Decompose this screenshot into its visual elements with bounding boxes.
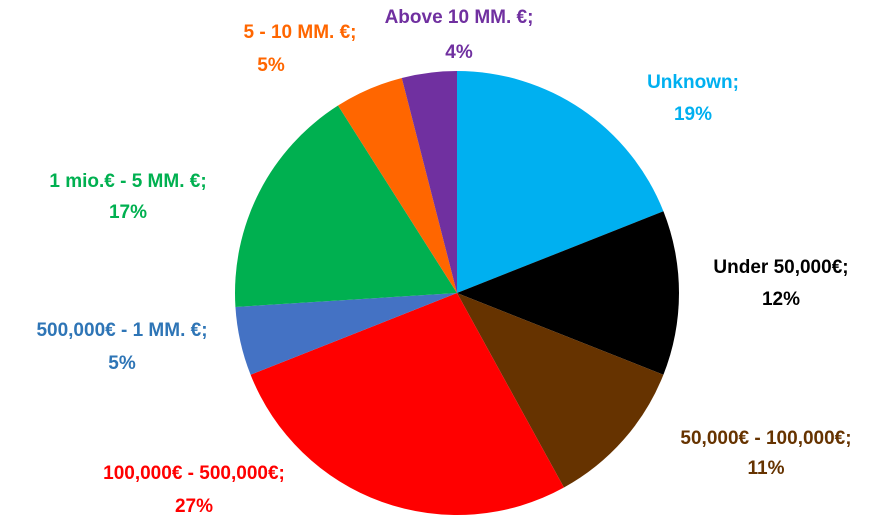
slice-value-label: 5% <box>257 55 285 76</box>
pie-slice <box>401 71 457 293</box>
slice-value-label: 5% <box>108 353 136 374</box>
slice-label: 1 mio.€ - 5 MM. €; <box>49 171 206 192</box>
slice-value-label: 11% <box>748 458 785 479</box>
pie-slice <box>457 293 664 488</box>
slice-value-label: 12% <box>762 289 800 310</box>
slice-label: 5 - 10 MM. €; <box>244 22 357 43</box>
slice-label: 100,000€ - 500,000€; <box>103 463 285 484</box>
pie-slice <box>250 293 564 516</box>
pie-slice <box>235 293 457 375</box>
slice-value-label: 17% <box>109 202 147 223</box>
pie-slice <box>235 105 457 307</box>
slice-value-label: 19% <box>674 104 712 125</box>
slice-label: Above 10 MM. €; <box>385 7 534 28</box>
pie-slice <box>457 71 664 293</box>
slice-value-label: 4% <box>445 42 473 63</box>
slice-label: Unknown; <box>647 72 739 93</box>
slice-label: 50,000€ - 100,000€; <box>680 428 851 449</box>
pie-slice <box>457 211 680 375</box>
slice-label: Under 50,000€; <box>713 257 848 278</box>
slice-label: 500,000€ - 1 MM. €; <box>36 320 207 341</box>
slice-value-label: 27% <box>175 496 213 517</box>
pie-slice <box>338 77 457 293</box>
